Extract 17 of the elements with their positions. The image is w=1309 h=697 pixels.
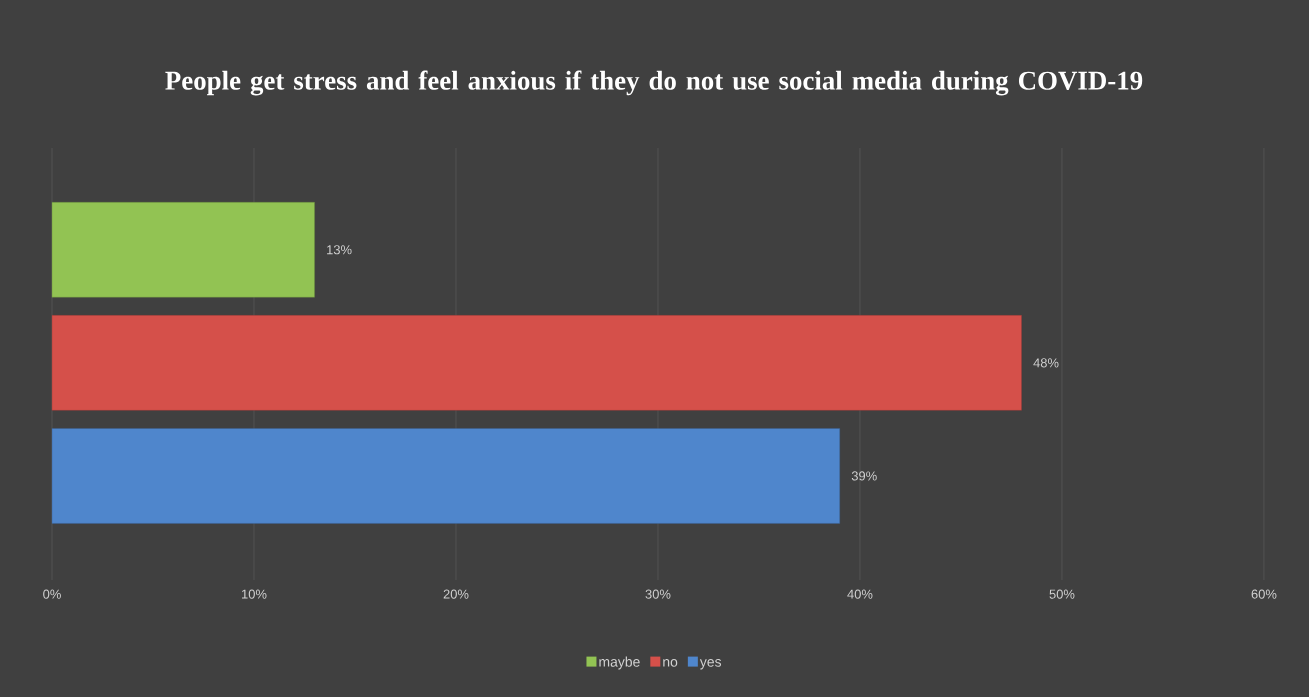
bar bbox=[51, 202, 315, 298]
x-tick-label: 30% bbox=[645, 589, 671, 599]
bar bbox=[51, 428, 840, 524]
x-tick-label: 40% bbox=[847, 589, 873, 599]
legend-label: yes bbox=[699, 659, 722, 670]
data-label: 48% bbox=[1033, 358, 1059, 368]
bar bbox=[51, 315, 1022, 411]
x-tick-label: 10% bbox=[242, 589, 267, 599]
data-label: 13% bbox=[327, 245, 352, 255]
x-tick-label: 0% bbox=[43, 589, 61, 599]
x-tick-label: 60% bbox=[1251, 589, 1277, 599]
legend-label: no bbox=[663, 659, 678, 667]
x-tick-label: 50% bbox=[1049, 589, 1075, 599]
legend-label: maybe bbox=[599, 656, 640, 670]
chart-title: People get stress and feel anxious if they do not use social media during COVID-19 bbox=[165, 70, 1143, 96]
x-tick-label: 20% bbox=[443, 589, 469, 599]
data-label: 39% bbox=[851, 471, 877, 481]
